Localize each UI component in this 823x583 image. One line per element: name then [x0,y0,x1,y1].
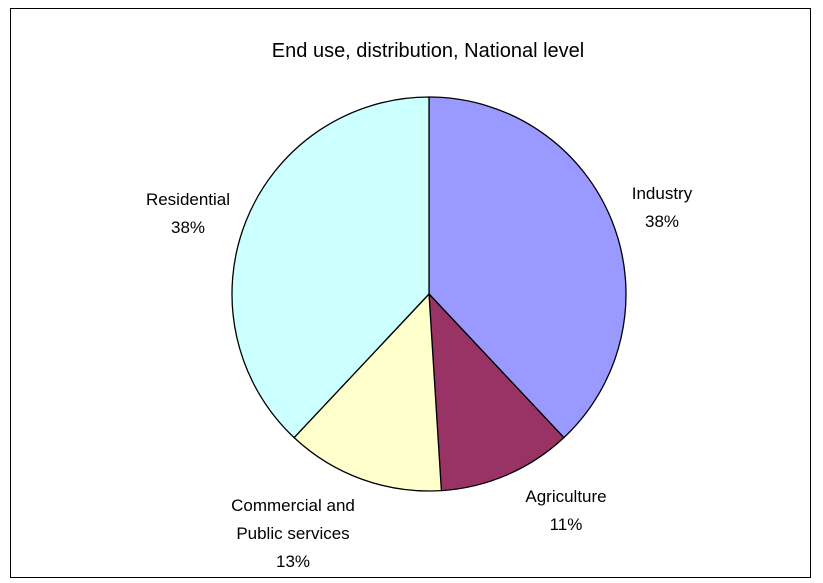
slice-label-line: 38% [645,212,679,231]
slice-label-commercial-and-public-services: Commercial and Public services 13% [231,496,355,571]
slice-label-residential: Residential 38% [146,190,230,237]
slice-label-industry: Industry 38% [632,184,693,231]
slice-label-line: Public services [236,524,349,543]
pie-slice-commercial-and-public-services [293,292,443,492]
pie-labels: Industry 38% Agriculture 11% Commercial and P… [146,184,693,571]
slice-label-line: 38% [171,218,205,237]
slice-label-line: Industry [632,184,693,203]
slice-label-line: Agriculture [525,487,606,506]
slice-label-line: Commercial and [231,496,355,515]
pie-slice-industry [428,96,627,439]
chart-title: End use, distribution, National level [272,40,584,62]
slice-label-line: 11% [550,515,583,534]
pie-slice-residential [231,96,430,439]
pie-slice-agriculture [428,292,565,492]
pie-slices [231,96,627,492]
slice-label-line: 13% [276,552,310,571]
slice-label-agriculture: Agriculture 11% [525,487,606,534]
slice-label-line: Residential [146,190,230,209]
